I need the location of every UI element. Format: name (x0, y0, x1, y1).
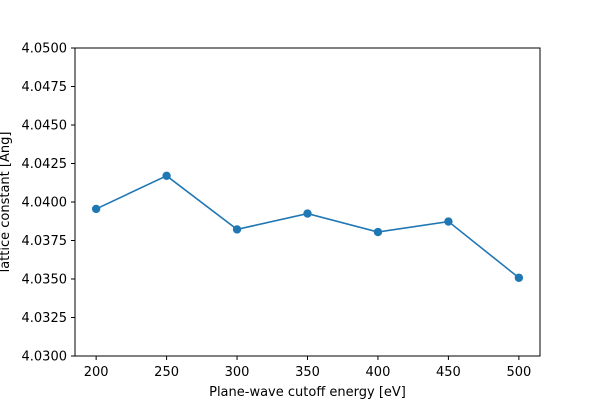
y-axis-label: lattice constant [Ang] (0, 132, 13, 273)
data-point (303, 209, 312, 218)
data-point (162, 171, 171, 181)
y-tick-label: 4.0500 (22, 42, 68, 57)
plot-frame (74, 47, 541, 357)
y-tick-label: 4.0400 (22, 196, 68, 211)
data-point (232, 225, 242, 234)
x-tick-label: 400 (366, 365, 391, 380)
x-tick-label: 500 (506, 365, 531, 380)
x-axis-label: Plane-wave cutoff energy [eV] (209, 385, 406, 400)
y-tick-label: 4.0300 (22, 350, 68, 365)
y-axis: 4.0300 4.0325 4.0350 4.0375 4.0400 4.0425 4.04… (22, 42, 75, 365)
x-tick-label: 250 (154, 365, 179, 380)
plot-area (75, 48, 540, 356)
y-tick-label: 4.0475 (22, 80, 68, 95)
x-tick-label: 450 (436, 365, 461, 380)
data-point (514, 273, 524, 282)
x-axis: 200 250 300 350 400 450 500 (84, 356, 531, 380)
x-tick-label: 350 (295, 365, 320, 380)
data-point (91, 204, 101, 214)
y-tick-label: 4.0375 (22, 234, 68, 249)
x-tick-label: 200 (84, 365, 109, 380)
data-point (444, 217, 453, 226)
series-layer (91, 171, 524, 282)
data-point (373, 227, 383, 237)
x-tick-label: 300 (225, 365, 250, 380)
y-tick-label: 4.0425 (22, 157, 68, 172)
y-tick-label: 4.0325 (22, 311, 68, 326)
y-tick-label: 4.0450 (22, 119, 68, 134)
y-tick-label: 4.0350 (22, 273, 68, 288)
